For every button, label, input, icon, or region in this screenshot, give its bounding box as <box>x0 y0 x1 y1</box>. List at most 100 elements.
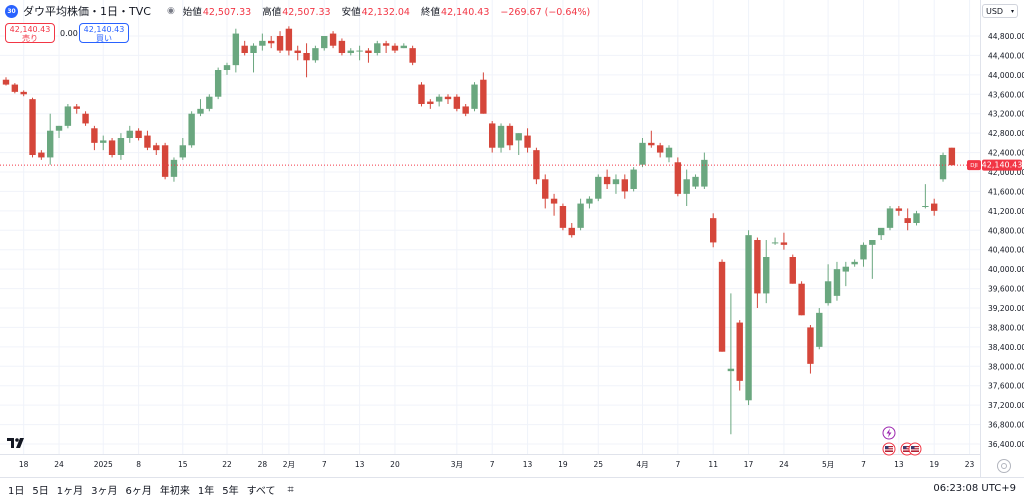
eye-icon[interactable]: ◉ <box>166 6 175 16</box>
range-button-5y[interactable]: 5年 <box>222 486 239 497</box>
x-tick-label: 19 <box>558 460 568 469</box>
range-button-1d[interactable]: 1日 <box>8 486 25 497</box>
candle <box>126 125 133 143</box>
time-axis[interactable]: 18 24 2025 8 15 22 28 2月 7 13 20 3月 7 13 19 25 4月 7 11 17 24… <box>19 460 975 469</box>
y-tick-label: 41,200.00 <box>988 207 1024 216</box>
x-tick-label: 13 <box>894 460 904 469</box>
candle-body <box>329 33 337 46</box>
candle <box>586 196 593 209</box>
candle <box>718 259 726 352</box>
chevron-down-icon: ▾ <box>1010 7 1014 15</box>
candle <box>241 40 248 56</box>
candle-body <box>223 65 231 70</box>
lightning-event-icon[interactable] <box>882 426 896 440</box>
candle-body <box>524 135 531 148</box>
candle <box>577 198 584 231</box>
candle <box>276 31 284 53</box>
candle-body <box>259 40 266 46</box>
candle <box>869 240 876 279</box>
y-tick-label: 39,600.00 <box>988 285 1024 294</box>
candle-body <box>471 84 478 109</box>
candle <box>533 147 540 185</box>
range-button-3m[interactable]: 3ヶ月 <box>91 486 118 497</box>
bottom-toolbar: 1日 5日 1ヶ月 3ヶ月 6ヶ月 年初来 1年 5年 すべて ⌗ <box>0 478 1024 501</box>
range-button-6m[interactable]: 6ヶ月 <box>125 486 152 497</box>
x-tick-label: 13 <box>355 460 365 469</box>
tradingview-logo-icon[interactable] <box>7 438 29 450</box>
candle <box>391 43 399 53</box>
candle <box>91 125 98 151</box>
candle-body <box>356 50 363 52</box>
candle <box>489 121 496 153</box>
candle-body <box>179 145 186 158</box>
settings-gear-icon[interactable] <box>997 459 1011 473</box>
range-button-1m[interactable]: 1ヶ月 <box>56 486 84 497</box>
candle <box>559 203 567 231</box>
candle-body <box>798 283 805 316</box>
x-tick-label: 19 <box>929 460 939 469</box>
candle <box>356 45 363 61</box>
candle-body <box>135 130 142 138</box>
candle-body <box>913 213 920 223</box>
x-tick-label: 24 <box>779 460 789 469</box>
range-button-ytd[interactable]: 年初来 <box>159 486 190 497</box>
candle <box>321 36 328 51</box>
candle <box>665 145 673 163</box>
us-flag-event-icon[interactable] <box>908 442 922 456</box>
candle-body <box>197 108 204 114</box>
candle <box>833 261 841 301</box>
price-axis[interactable]: 44,800.00 44,400.00 44,000.00 43,600.00 43,2… <box>988 32 1024 449</box>
candle <box>444 94 452 104</box>
sell-label: 売り <box>22 34 38 43</box>
candle-body <box>444 96 452 100</box>
y-tick-label: 37,200.00 <box>988 401 1024 410</box>
event-markers[interactable] <box>882 426 922 456</box>
range-button-5d[interactable]: 5日 <box>32 486 49 497</box>
x-tick-label: 23 <box>965 460 975 469</box>
candle-body <box>568 227 575 236</box>
candle <box>197 99 204 117</box>
candle-body <box>807 327 814 364</box>
candle <box>542 174 549 209</box>
candle-body <box>285 28 293 51</box>
candle-body <box>710 218 717 243</box>
currency-label: USD <box>986 6 1004 16</box>
buy-label: 買い <box>96 34 112 43</box>
ohlc-open: 始値42,507.33 <box>182 7 252 18</box>
candle <box>329 31 337 49</box>
candle-body <box>542 179 549 199</box>
candle <box>621 174 628 199</box>
candle <box>400 43 407 49</box>
candle-body <box>886 208 894 228</box>
candle-body <box>170 159 178 177</box>
us-flag-event-icon[interactable] <box>882 442 896 456</box>
candle <box>259 33 266 51</box>
calendar-compare-icon[interactable]: ⌗ <box>287 482 294 496</box>
candle <box>497 123 505 153</box>
candle-body <box>842 266 849 272</box>
candle-body <box>55 125 63 131</box>
candle-body <box>533 150 540 180</box>
candle <box>188 111 195 148</box>
candle-body <box>586 198 593 204</box>
candle-body <box>497 125 505 148</box>
range-button-all[interactable]: すべて <box>246 486 276 497</box>
candle-body <box>153 145 160 151</box>
candle <box>20 90 27 97</box>
y-tick-label: 40,000.00 <box>988 265 1024 274</box>
candle-body <box>47 130 54 158</box>
y-tick-label: 44,000.00 <box>988 71 1024 80</box>
candle <box>108 138 116 158</box>
sell-button[interactable]: 42,140.43 売り <box>5 23 55 43</box>
range-button-1y[interactable]: 1年 <box>197 486 215 497</box>
x-tick-label: 13 <box>523 460 533 469</box>
currency-selector[interactable]: USD ▾ <box>982 4 1018 18</box>
candle <box>506 123 514 151</box>
x-tick-label: 7 <box>861 460 866 469</box>
buy-button[interactable]: 42,140.43 買い <box>79 23 129 43</box>
candle-body <box>73 106 80 109</box>
symbol-title[interactable]: ダウ平均株価・1日・TVC <box>23 5 151 18</box>
candle-body <box>727 368 735 372</box>
candle <box>780 232 788 250</box>
